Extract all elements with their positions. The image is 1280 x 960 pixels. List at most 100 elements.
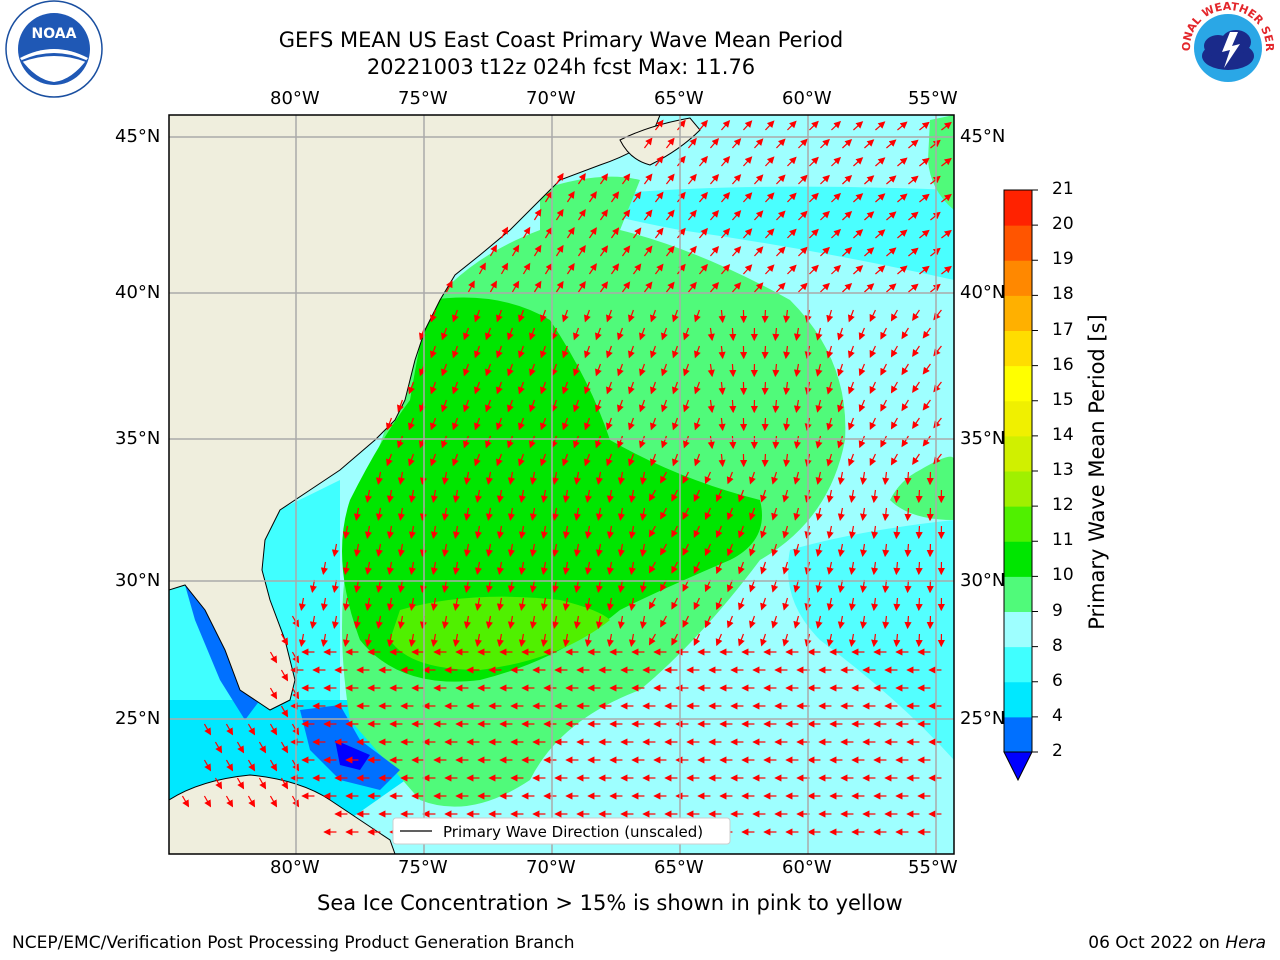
wave-direction-arrow bbox=[672, 345, 679, 359]
wave-direction-arrow bbox=[815, 579, 823, 593]
wave-direction-arrow bbox=[782, 597, 790, 611]
wave-direction-arrow bbox=[203, 723, 212, 736]
wave-direction-arrow bbox=[353, 543, 361, 557]
wave-direction-arrow bbox=[452, 597, 460, 611]
wave-direction-arrow bbox=[397, 615, 405, 629]
wave-direction-arrow bbox=[555, 280, 564, 293]
wave-direction-arrow bbox=[864, 175, 875, 185]
wave-direction-arrow bbox=[648, 561, 656, 574]
wave-direction-arrow bbox=[671, 525, 678, 538]
wave-direction-arrow bbox=[665, 137, 675, 149]
wave-direction-arrow bbox=[831, 156, 842, 167]
wave-direction-arrow bbox=[901, 399, 909, 412]
lon-label-bottom-65w: 65°W bbox=[654, 857, 704, 878]
wave-direction-arrow bbox=[236, 777, 245, 790]
wave-direction-arrow bbox=[847, 381, 855, 395]
lat-label-right-25n: 25°N bbox=[960, 708, 1006, 729]
wave-direction-arrow bbox=[452, 561, 460, 575]
wave-direction-arrow bbox=[820, 246, 830, 257]
wave-direction-arrow bbox=[793, 543, 801, 557]
wave-direction-arrow bbox=[236, 741, 245, 754]
wave-direction-arrow bbox=[562, 633, 570, 647]
wave-direction-arrow bbox=[507, 363, 514, 377]
wave-direction-arrow bbox=[908, 211, 919, 221]
wave-direction-arrow bbox=[707, 399, 715, 414]
wave-direction-arrow bbox=[783, 417, 791, 432]
wave-direction-arrow bbox=[595, 471, 603, 485]
wave-direction-arrow bbox=[933, 345, 942, 357]
wave-direction-arrow bbox=[280, 705, 289, 718]
nws-logo-icon: NATIONAL WEATHER SERVICE bbox=[1178, 0, 1276, 94]
wave-direction-arrow bbox=[588, 263, 597, 275]
wave-direction-arrow bbox=[452, 381, 459, 395]
wave-direction-arrow bbox=[386, 417, 393, 431]
wave-direction-arrow bbox=[639, 579, 647, 593]
wave-direction-arrow bbox=[831, 264, 842, 275]
wave-direction-arrow bbox=[485, 543, 493, 557]
wave-direction-arrow bbox=[203, 759, 212, 772]
wave-direction-arrow bbox=[606, 381, 613, 395]
wave-direction-arrow bbox=[698, 155, 708, 167]
wave-direction-arrow bbox=[397, 543, 405, 557]
wave-direction-arrow bbox=[809, 228, 819, 239]
wave-direction-arrow bbox=[621, 173, 631, 185]
wave-direction-arrow bbox=[694, 345, 701, 359]
wave-direction-arrow bbox=[660, 543, 667, 556]
wave-direction-arrow bbox=[648, 633, 656, 646]
wave-direction-arrow bbox=[742, 264, 753, 275]
wave-direction-arrow bbox=[654, 155, 664, 167]
wave-direction-arrow bbox=[842, 247, 853, 257]
wave-direction-arrow bbox=[880, 363, 887, 376]
wave-direction-arrow bbox=[901, 327, 909, 340]
wave-direction-arrow bbox=[941, 157, 952, 167]
wave-direction-arrow bbox=[269, 795, 278, 808]
wave-direction-arrow bbox=[904, 507, 912, 522]
wave-direction-arrow bbox=[650, 417, 657, 431]
wave-direction-arrow bbox=[837, 507, 845, 521]
wave-direction-arrow bbox=[754, 174, 764, 185]
wave-direction-arrow bbox=[628, 597, 636, 611]
wave-direction-arrow bbox=[408, 417, 415, 431]
wave-direction-arrow bbox=[765, 192, 775, 203]
wave-direction-arrow bbox=[617, 327, 624, 341]
wave-direction-arrow bbox=[452, 525, 460, 539]
colorbar-segment bbox=[1004, 295, 1032, 331]
wave-direction-arrow bbox=[617, 615, 625, 629]
chart-subtitle: 20221003 t12z 024h fcst Max: 11.76 bbox=[366, 55, 756, 79]
wave-direction-arrow bbox=[912, 417, 920, 429]
wave-direction-arrow bbox=[704, 471, 712, 485]
colorbar-segment bbox=[1004, 260, 1032, 296]
wave-direction-arrow bbox=[441, 327, 448, 341]
wave-direction-arrow bbox=[683, 399, 690, 413]
wave-direction-arrow bbox=[901, 363, 909, 376]
lon-label-bottom-60w: 60°W bbox=[782, 857, 832, 878]
wave-direction-arrow bbox=[933, 309, 942, 321]
wave-direction-arrow bbox=[930, 139, 941, 149]
colorbar-tick-label: 17 bbox=[1052, 319, 1074, 340]
wave-direction-arrow bbox=[562, 561, 570, 575]
wave-direction-arrow bbox=[709, 209, 720, 221]
wave-direction-arrow bbox=[671, 489, 678, 502]
wave-direction-arrow bbox=[599, 173, 609, 185]
wave-direction-arrow bbox=[474, 633, 482, 647]
wave-direction-arrow bbox=[529, 363, 536, 377]
colorbar-segment bbox=[1004, 611, 1032, 648]
wave-direction-arrow bbox=[551, 435, 558, 449]
wave-direction-arrow bbox=[610, 191, 620, 203]
wave-direction-arrow bbox=[683, 363, 690, 377]
wave-direction-arrow bbox=[886, 175, 897, 185]
wave-direction-arrow bbox=[566, 190, 575, 203]
wave-direction-arrow bbox=[858, 363, 866, 377]
wave-direction-arrow bbox=[787, 264, 797, 275]
wave-direction-arrow bbox=[749, 543, 756, 557]
wave-direction-arrow bbox=[793, 579, 801, 593]
wave-direction-arrow bbox=[742, 228, 753, 239]
wave-direction-arrow bbox=[760, 525, 767, 539]
wave-direction-arrow bbox=[848, 633, 856, 648]
wave-direction-arrow bbox=[941, 265, 952, 275]
wave-direction-arrow bbox=[247, 723, 256, 736]
period-zone-cyan-east bbox=[788, 520, 954, 760]
wave-direction-arrow bbox=[869, 417, 877, 430]
lat-label-left-35n: 35°N bbox=[115, 428, 161, 449]
wave-direction-arrow bbox=[820, 174, 830, 185]
